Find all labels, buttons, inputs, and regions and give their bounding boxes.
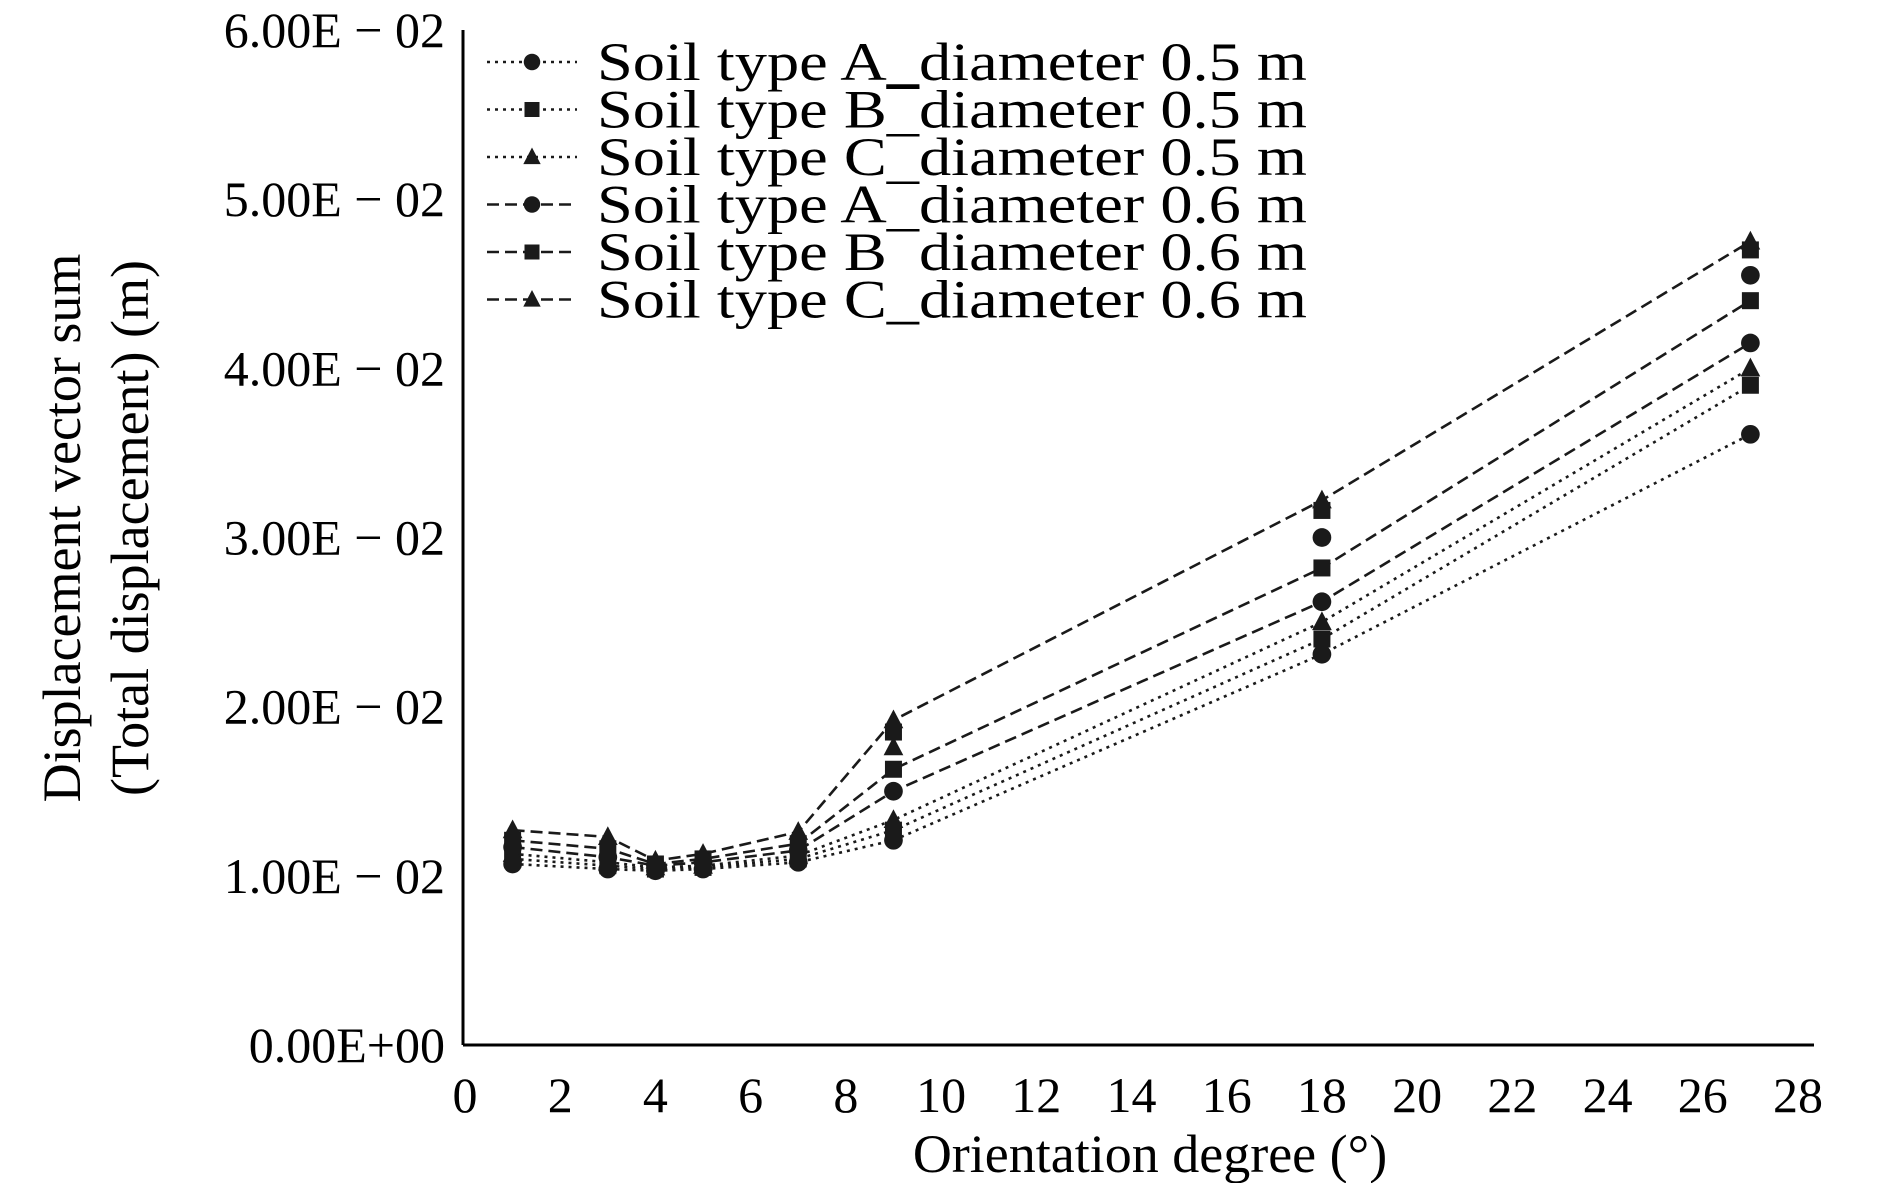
x-tick-label: 12: [1011, 1067, 1061, 1123]
series-5: [504, 292, 1759, 873]
y-tick-label: 3.00E − 02: [224, 510, 445, 566]
data-point-square: [884, 760, 902, 778]
data-point-triangle: [645, 849, 666, 869]
data-point-square: [884, 723, 902, 741]
data-point-square: [1313, 501, 1331, 519]
x-tick-label: 14: [1107, 1067, 1157, 1123]
legend-label: Soil type B¯diameter 0.5 m: [597, 80, 1307, 140]
data-point-circle: [1312, 644, 1332, 664]
data-point-triangle: [1740, 357, 1761, 377]
legend-marker-square: [524, 102, 540, 117]
legend-item: Soil type C¯diameter 0.5 m: [487, 127, 1307, 187]
y-axis-title-line-2: (Total displacement) (m): [100, 260, 160, 796]
x-tick-label: 24: [1583, 1067, 1633, 1123]
y-axis-title-line-1: Displacement vector sum: [32, 254, 92, 803]
legend-label: Soil type C_diameter 0.6 m: [597, 270, 1307, 330]
data-point-circle: [1741, 333, 1760, 353]
data-point-circle: [1741, 265, 1760, 285]
legend-marker-square: [524, 244, 540, 260]
legend-marker-circle: [523, 53, 541, 71]
x-tick-label: 4: [643, 1067, 668, 1123]
series-layer: [502, 230, 1761, 881]
series-4: [503, 333, 1760, 876]
x-tick-label: 8: [833, 1067, 858, 1123]
data-point-triangle: [883, 809, 904, 829]
y-tick-label: 6.00E − 02: [224, 2, 445, 58]
y-tick-label: 4.00E − 02: [224, 340, 445, 396]
x-tick-label: 16: [1202, 1067, 1252, 1123]
data-point-triangle: [883, 736, 904, 756]
series-line: [512, 433, 1751, 873]
legend-item: Soil type A_diameter 0.5 m: [487, 32, 1307, 92]
series-line: [512, 299, 1752, 866]
data-point-circle: [1312, 528, 1332, 547]
data-point-triangle: [693, 843, 713, 862]
legend-marker-circle: [523, 196, 541, 213]
series-line: [512, 367, 1752, 869]
legend-marker-triangle: [523, 290, 541, 307]
series-line: [512, 384, 1752, 871]
x-axis-title: Orientation degree (°): [913, 1124, 1387, 1183]
x-tick-label: 6: [738, 1067, 763, 1123]
data-point-square: [1741, 376, 1759, 394]
x-tick-label: 10: [916, 1067, 966, 1123]
data-point-circle: [884, 781, 903, 801]
y-tick-label: 5.00E − 02: [224, 171, 445, 227]
legend-label: Soil type C¯diameter 0.5 m: [597, 127, 1307, 187]
x-tick-label: 22: [1487, 1067, 1537, 1123]
series-3: [502, 357, 1761, 876]
legend-label: Soil type A¯diameter 0.6 m: [597, 175, 1307, 235]
tick-labels: 0.00E+00 1.00E − 02 2.00E − 02 3.00E − 02 4.…: [224, 2, 1823, 1123]
legend-item: Soil type B¯diameter 0.6 m: [487, 222, 1307, 282]
x-tick-label: 18: [1297, 1067, 1347, 1123]
data-point-square: [1313, 559, 1331, 577]
data-point-square: [1741, 292, 1759, 310]
data-point-circle: [1741, 424, 1760, 444]
series-line: [512, 341, 1752, 867]
data-point-triangle: [597, 826, 618, 845]
series-1: [503, 424, 1760, 881]
data-point-triangle: [502, 819, 523, 839]
extra-markers: [883, 241, 1760, 756]
y-tick-label: 2.00E − 02: [224, 679, 445, 735]
x-tick-label: 28: [1773, 1067, 1823, 1123]
legend-label: Soil type B¯diameter 0.6 m: [597, 222, 1307, 282]
x-tick-label: 2: [548, 1067, 573, 1123]
legend-item: Soil type A¯diameter 0.6 m: [487, 175, 1307, 235]
x-tick-label: 20: [1392, 1067, 1442, 1123]
data-point-triangle: [1312, 611, 1332, 631]
data-point-square: [1313, 630, 1331, 648]
legend-label: Soil type A_diameter 0.5 m: [597, 32, 1307, 92]
x-tick-label: 26: [1678, 1067, 1728, 1123]
legend-item: Soil type B¯diameter 0.5 m: [487, 80, 1307, 140]
axes: [461, 30, 1814, 1047]
series-line: [512, 240, 1752, 862]
data-point-square: [1741, 241, 1759, 259]
x-tick-label: 0: [453, 1067, 478, 1123]
legend-item: Soil type C_diameter 0.6 m: [487, 270, 1307, 330]
data-point-triangle: [788, 821, 809, 840]
y-tick-label: 0.00E+00: [249, 1017, 445, 1073]
y-tick-label: 1.00E − 02: [224, 848, 445, 904]
legend-marker-triangle: [523, 147, 541, 165]
data-point-circle: [1312, 592, 1332, 612]
